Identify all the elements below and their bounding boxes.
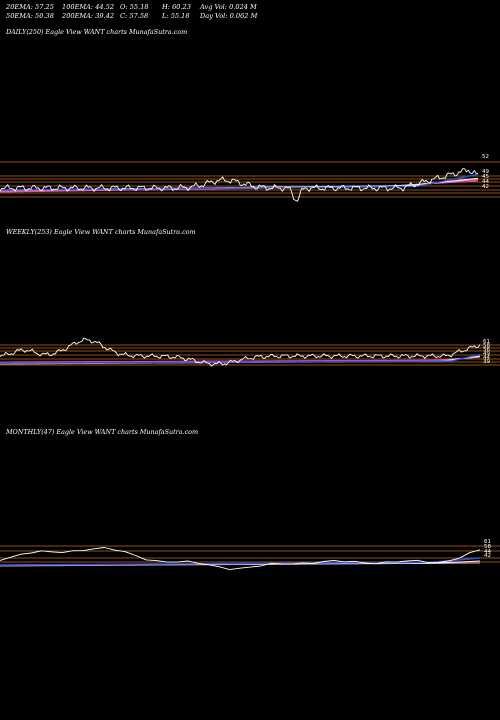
high-stat: H: 60.23 — [162, 3, 191, 11]
level-label: 44 — [484, 549, 491, 555]
monthly-panel-title: MONTHLY(47) Eagle View WANT charts Munaf… — [6, 428, 199, 436]
level-label: 44 — [482, 179, 489, 185]
level-label: 44 — [483, 355, 490, 361]
avg-vol-stat: Avg Vol: 0.024 M — [200, 3, 257, 11]
ema20-line — [0, 557, 481, 566]
level-label: 42 — [484, 553, 491, 559]
level-label: 42 — [482, 184, 489, 190]
ema200-stat: 200EMA: 39.42 — [62, 12, 115, 20]
level-label: 52 — [482, 154, 489, 160]
close-stat: C: 57.58 — [120, 12, 149, 20]
ema20-line — [0, 353, 481, 364]
stats-header: 20EMA: 57.25 100EMA: 44.52 O: 55.18 H: 6… — [0, 0, 500, 22]
ema50-stat: 50EMA: 50.38 — [6, 12, 54, 20]
level-label: 39 — [483, 359, 490, 365]
low-stat: L: 55.18 — [162, 12, 190, 20]
level-label: 58 — [483, 343, 490, 349]
price-line — [0, 168, 479, 202]
ema100-stat: 100EMA: 44.52 — [62, 3, 115, 11]
level-label: 45 — [482, 174, 489, 180]
weekly-panel-title: WEEKLY(253) Eagle View WANT charts Munaf… — [6, 228, 196, 236]
day-vol-stat: Day Vol: 0.062 M — [200, 12, 258, 20]
open-stat: O: 55.18 — [120, 3, 149, 11]
level-label: 61 — [484, 539, 491, 545]
price-line — [0, 547, 481, 571]
level-label: 56 — [483, 347, 490, 353]
level-label: 49 — [483, 351, 490, 357]
ema20-stat: 20EMA: 57.25 — [6, 3, 54, 11]
level-label: 49 — [482, 169, 489, 175]
ema200-line — [0, 356, 481, 363]
price-line — [0, 337, 481, 367]
daily-panel-title: DAILY(250) Eagle View WANT charts Munafa… — [6, 28, 188, 36]
level-label: 61 — [483, 339, 490, 345]
level-label: 58 — [484, 544, 491, 550]
